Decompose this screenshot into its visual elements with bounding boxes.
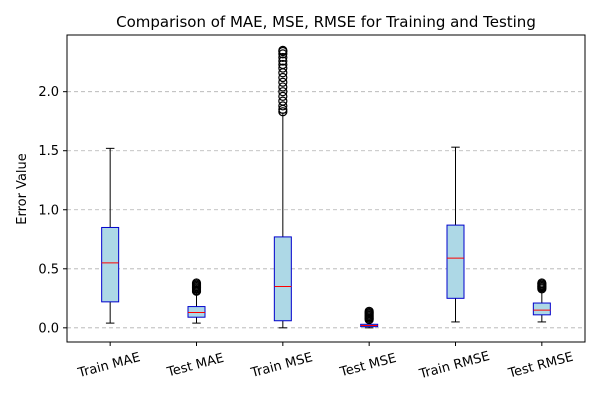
outlier-point	[278, 68, 288, 78]
box-iqr	[273, 236, 292, 322]
box-group	[101, 147, 120, 324]
x-axis: Train MAE Test MAE Train MSE Test MSE Train …	[76, 342, 575, 382]
outlier-point	[278, 91, 288, 102]
y-tick-label: 0.5	[38, 262, 59, 277]
x-tick-label: Train MAE	[76, 350, 142, 381]
box-iqr	[187, 306, 206, 318]
outlier-point	[191, 278, 202, 288]
chart-title: Comparison of MAE, MSE, RMSE for Trainin…	[116, 13, 536, 31]
outlier-point	[278, 49, 288, 59]
outlier-point	[278, 82, 288, 92]
y-tick-label: 1.5	[38, 144, 59, 159]
x-tick-label: Test MSE	[338, 351, 398, 381]
y-tick-label: 0.0	[38, 321, 59, 336]
outlier-point	[278, 87, 288, 97]
x-tick-label: Test MAE	[165, 351, 226, 381]
y-axis: 0.0 0.5 1.0 1.5 2.0	[38, 85, 67, 336]
y-tick-label: 1.0	[38, 203, 59, 218]
box-iqr	[532, 302, 551, 316]
grid-lines	[67, 91, 585, 329]
outlier-point	[278, 52, 288, 63]
box-plot-marks	[101, 45, 551, 329]
outlier-point	[278, 59, 288, 70]
box-iqr	[101, 226, 120, 303]
box-group	[446, 146, 465, 323]
outlier-point	[278, 96, 288, 106]
y-axis-label: Error Value	[15, 153, 30, 225]
box-iqr	[446, 224, 465, 299]
outlier-point	[278, 56, 288, 66]
outlier-point	[278, 77, 288, 87]
outlier-point	[278, 72, 288, 83]
y-tick-label: 2.0	[38, 85, 59, 100]
x-tick-label: Train RMSE	[417, 349, 491, 382]
x-tick-label: Train MSE	[249, 350, 315, 381]
box-group	[187, 278, 206, 324]
plot-frame	[66, 34, 586, 343]
outlier-point	[364, 306, 374, 316]
outlier-point	[278, 45, 288, 55]
outlier-point	[278, 63, 288, 73]
box-group	[532, 278, 551, 323]
outlier-point	[278, 101, 288, 111]
outlier-point	[537, 278, 547, 288]
x-tick-label: Test RMSE	[506, 350, 575, 382]
outlier-point	[278, 107, 288, 117]
box-group	[273, 45, 292, 329]
box-group	[360, 306, 379, 329]
